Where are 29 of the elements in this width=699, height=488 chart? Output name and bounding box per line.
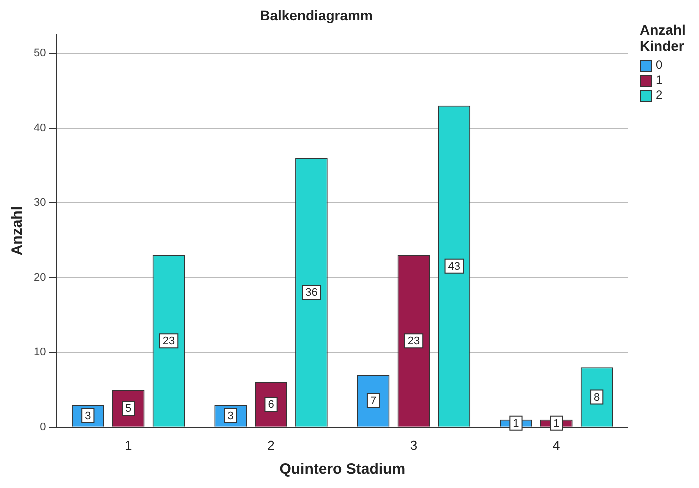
data-label: 23 [408,336,420,348]
x-tick-label: 1 [124,438,132,453]
data-label: 7 [370,396,377,408]
legend-label: 0 [656,58,663,73]
data-label: 3 [228,410,234,422]
x-tick-label: 3 [410,438,418,453]
y-tick-label: 10 [34,346,46,359]
data-label: 43 [448,260,461,273]
legend-label: 1 [656,73,663,88]
data-label: 1 [513,418,520,430]
x-axis-title: Quintero Stadium [280,461,406,478]
y-tick-label: 0 [40,421,46,434]
legend-label: 2 [656,88,663,103]
chart-title: Balkendiagramm [260,7,373,24]
y-tick-label: 40 [34,122,46,134]
y-tick-label: 30 [34,197,46,210]
data-label: 23 [162,336,176,348]
x-tick-label: 2 [268,438,275,453]
y-tick-label: 50 [34,48,46,60]
data-label: 36 [306,287,318,300]
data-label: 5 [126,402,132,415]
y-tick-label: 20 [34,272,46,284]
x-tick-label: 4 [553,438,560,453]
data-label: 1 [554,418,560,430]
y-axis-title: Anzahl [9,206,26,256]
data-label: 6 [268,399,274,412]
data-label: 3 [85,410,92,422]
legend-title: Anzahl Kinder [640,22,687,54]
data-label: 8 [594,392,600,404]
